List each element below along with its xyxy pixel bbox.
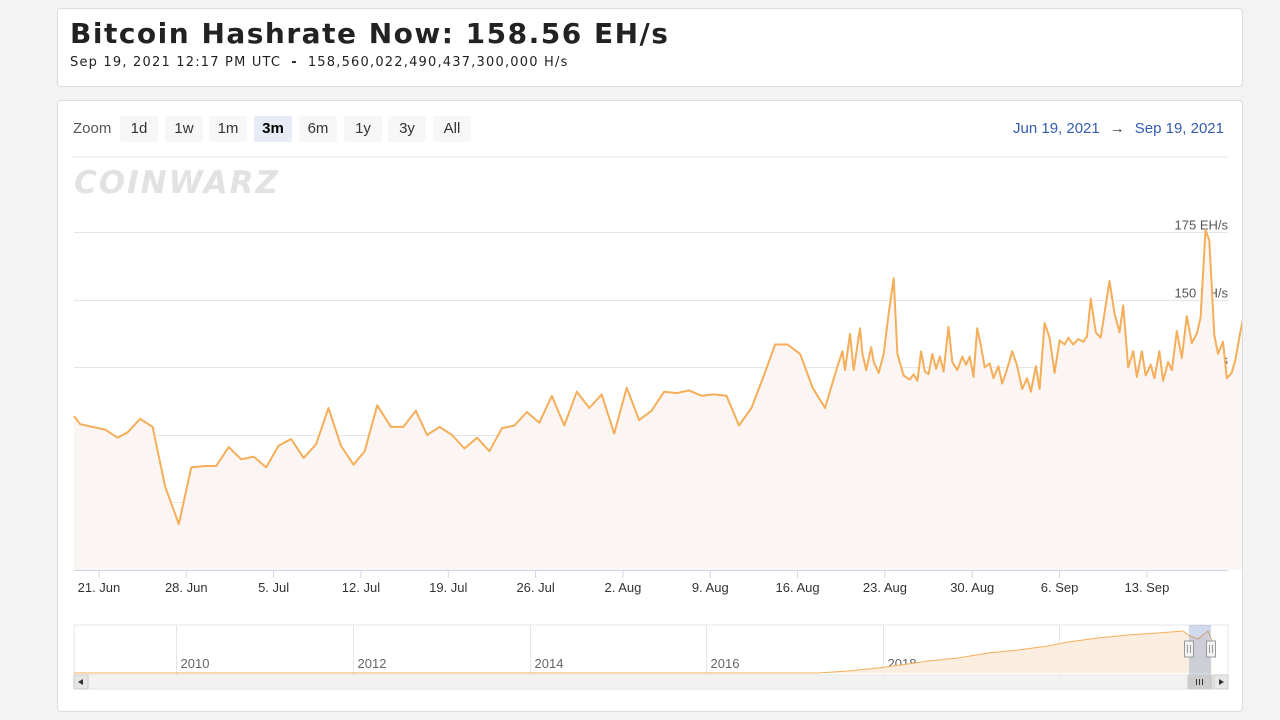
x-tick-label: 5. Jul <box>258 580 289 595</box>
y-tick-label: 175 EH/s <box>1175 218 1229 233</box>
chart-card: Zoom 1d 1w 1m 3m 6m 1y 3y All Jun 19, 20… <box>57 100 1243 712</box>
x-tick-label: 19. Jul <box>429 580 467 595</box>
x-tick-label: 12. Jul <box>342 580 380 595</box>
navigator-selection[interactable] <box>1189 625 1211 675</box>
hashrate-area <box>74 229 1242 570</box>
x-tick-label: 2. Aug <box>604 580 641 595</box>
header-card: Bitcoin Hashrate Now: 158.56 EH/s Sep 19… <box>57 8 1243 87</box>
navigator-year-label: 2014 <box>535 656 564 671</box>
page-title: Bitcoin Hashrate Now: 158.56 EH/s <box>70 17 670 50</box>
navigator-left-handle[interactable] <box>1184 640 1194 658</box>
x-tick-label: 9. Aug <box>692 580 729 595</box>
coinwarz-watermark: COINWARZ <box>74 165 280 201</box>
navigator-year-label: 2010 <box>181 656 210 671</box>
hashrate-full: 158,560,022,490,437,300,000 H/s <box>307 55 569 70</box>
zoom-6m-button[interactable]: 6m <box>299 116 337 142</box>
zoom-1d-button[interactable]: 1d <box>120 116 158 142</box>
x-tick-label: 6. Sep <box>1041 580 1079 595</box>
zoom-1w-button[interactable]: 1w <box>165 116 203 142</box>
navigator-year-grid <box>176 625 1060 675</box>
x-tick-label: 28. Jun <box>165 580 208 595</box>
x-tick-label: 30. Aug <box>950 580 994 595</box>
zoom-1y-button[interactable]: 1y <box>344 116 382 142</box>
scrollbar-track[interactable] <box>73 674 1229 690</box>
date-range: Jun 19, 2021 → Sep 19, 2021 <box>1013 120 1224 137</box>
scrollbar[interactable] <box>73 674 1229 690</box>
timestamp: Sep 19, 2021 12:17 PM UTC <box>70 55 282 70</box>
range-to[interactable]: Sep 19, 2021 <box>1134 120 1224 137</box>
arrow-right-icon <box>1219 679 1224 685</box>
navigator-year-label: 2016 <box>711 656 740 671</box>
range-arrow-icon: → <box>1109 120 1125 137</box>
subtitle: Sep 19, 2021 12:17 PM UTC -158,560,022,49… <box>70 55 569 70</box>
zoom-label: Zoom <box>73 120 112 137</box>
navigator-area <box>74 631 1212 673</box>
x-tick-label: 21. Jun <box>78 580 121 595</box>
navigator-line <box>74 630 1213 674</box>
x-tick-label: 23. Aug <box>863 580 907 595</box>
x-axis-ticks <box>98 570 1148 578</box>
navigator[interactable]: 201020122014201620182020 <box>73 624 1229 676</box>
hashrate-line <box>73 228 1242 526</box>
separator: - <box>291 55 298 70</box>
x-tick-label: 26. Jul <box>516 580 554 595</box>
x-tick-label: 16. Aug <box>776 580 820 595</box>
navigator-right-handle[interactable] <box>1206 640 1216 658</box>
x-tick-label: 13. Sep <box>1124 580 1169 595</box>
arrow-left-icon <box>78 679 83 685</box>
zoom-3y-button[interactable]: 3y <box>388 116 426 142</box>
zoom-3m-button[interactable]: 3m <box>254 116 292 142</box>
navigator-year-label: 2012 <box>358 656 387 671</box>
range-from[interactable]: Jun 19, 2021 <box>1013 120 1100 137</box>
x-axis-labels: 21. Jun 28. Jun 5. Jul 12. Jul 19. Jul 26. Ju… <box>78 580 1170 595</box>
zoom-1m-button[interactable]: 1m <box>209 116 247 142</box>
zoom-all-button[interactable]: All <box>433 116 471 142</box>
